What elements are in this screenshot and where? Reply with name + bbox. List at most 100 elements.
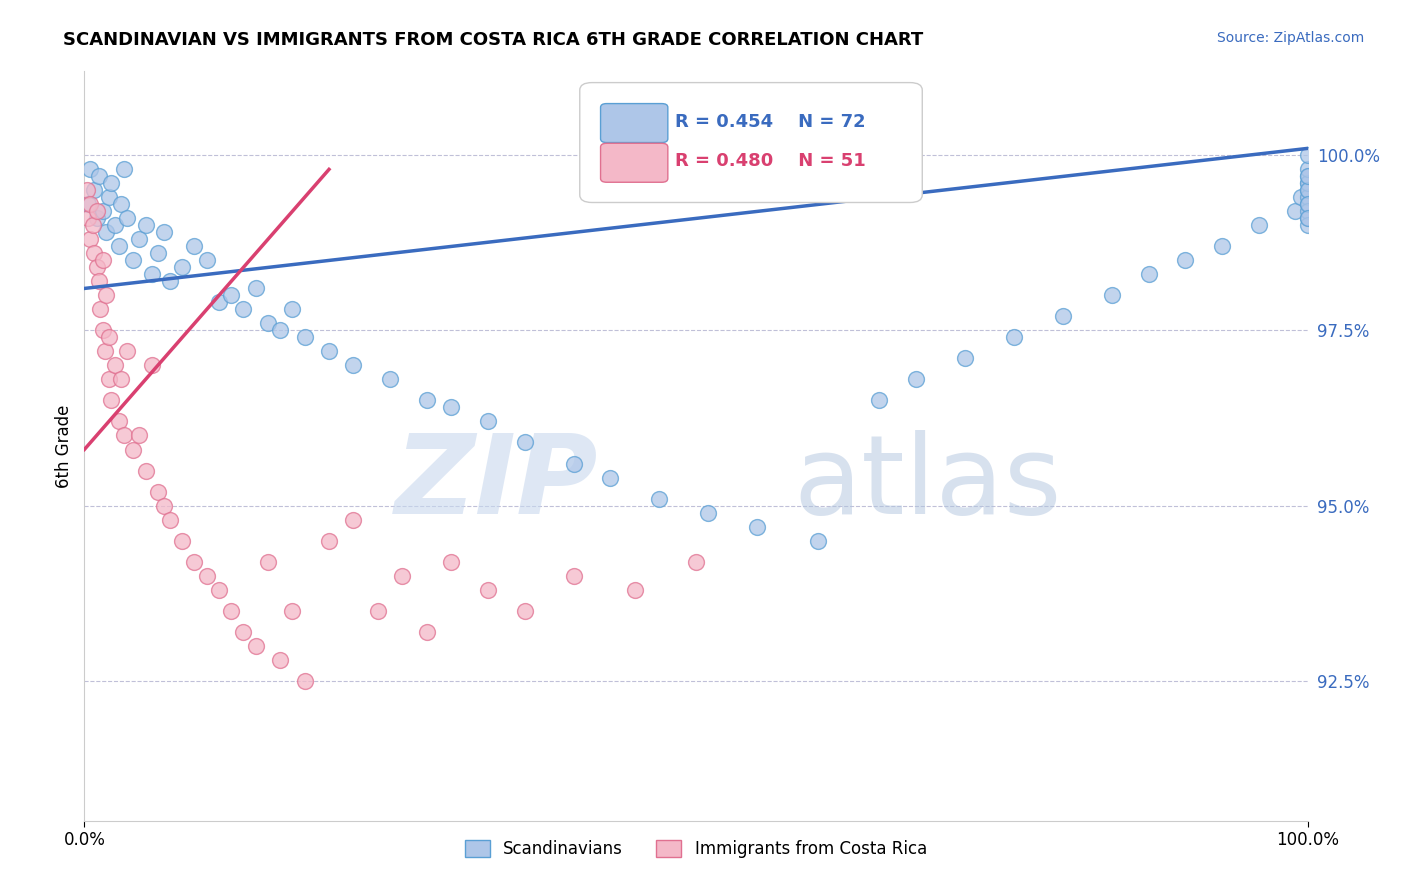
Y-axis label: 6th Grade: 6th Grade (55, 404, 73, 488)
Point (219, 603, 242, 617)
Point (104, 359, 127, 373)
Point (1296, 148, 1319, 162)
Point (269, 652, 291, 666)
Point (905, 372, 928, 386)
Point (135, 463, 157, 477)
Point (146, 484, 169, 499)
Point (1296, 169, 1319, 184)
Point (1296, 197, 1319, 211)
Point (76, 183, 98, 197)
Point (112, 428, 135, 442)
Point (87, 169, 110, 184)
Text: R = 0.480    N = 51: R = 0.480 N = 51 (675, 153, 866, 170)
Point (1291, 190, 1313, 204)
Point (159, 275, 181, 289)
Point (97, 190, 120, 204)
Point (104, 219, 127, 233)
Point (110, 197, 132, 211)
Point (91, 204, 114, 219)
Point (172, 533, 194, 548)
Point (245, 639, 267, 653)
Point (141, 268, 163, 282)
Point (1296, 183, 1319, 197)
Point (135, 219, 157, 233)
Point (97, 372, 120, 386)
Point (232, 302, 254, 317)
Text: Source: ZipAtlas.com: Source: ZipAtlas.com (1216, 31, 1364, 45)
Point (100, 177, 122, 191)
Point (219, 288, 242, 302)
Point (342, 512, 364, 526)
Point (747, 519, 769, 533)
Point (96, 226, 118, 240)
Point (257, 317, 280, 331)
Point (269, 323, 291, 337)
Point (208, 295, 231, 310)
Point (1296, 219, 1319, 233)
Point (477, 415, 499, 429)
Point (128, 232, 150, 246)
Point (1002, 330, 1025, 344)
Point (294, 673, 316, 688)
Point (86, 260, 108, 275)
Point (172, 260, 194, 275)
FancyBboxPatch shape (579, 83, 922, 202)
Point (153, 499, 176, 513)
Point (1174, 253, 1197, 268)
Point (1296, 169, 1319, 184)
Point (183, 239, 205, 253)
Point (294, 330, 316, 344)
Point (416, 393, 439, 408)
Point (141, 359, 163, 373)
Point (648, 491, 671, 506)
Point (1296, 204, 1319, 219)
FancyBboxPatch shape (600, 103, 668, 143)
Point (195, 253, 218, 268)
Point (208, 582, 231, 597)
Point (513, 435, 536, 450)
Text: ZIP: ZIP (395, 430, 598, 537)
Point (257, 555, 280, 569)
Point (1137, 268, 1160, 282)
Text: SCANDINAVIAN VS IMMIGRANTS FROM COSTA RICA 6TH GRADE CORRELATION CHART: SCANDINAVIAN VS IMMIGRANTS FROM COSTA RI… (63, 31, 924, 49)
Point (281, 302, 304, 317)
Point (477, 582, 499, 597)
Point (1296, 183, 1319, 197)
Point (128, 428, 150, 442)
Point (562, 457, 585, 471)
Point (599, 470, 621, 484)
Point (79, 197, 101, 211)
Point (562, 568, 585, 582)
Point (107, 415, 129, 429)
Point (513, 603, 536, 617)
Point (83, 246, 105, 260)
Point (1296, 211, 1319, 226)
Point (245, 281, 267, 295)
Point (97, 330, 120, 344)
Point (440, 401, 463, 415)
Point (1247, 219, 1270, 233)
Point (89, 302, 111, 317)
Point (112, 162, 135, 177)
Point (79, 232, 101, 246)
Point (153, 226, 176, 240)
Point (953, 351, 976, 366)
Point (159, 512, 181, 526)
Point (107, 239, 129, 253)
Point (96, 288, 118, 302)
Point (869, 393, 891, 408)
Point (685, 555, 707, 569)
Point (91, 253, 114, 268)
Point (367, 603, 389, 617)
Point (1296, 177, 1319, 191)
Point (183, 555, 205, 569)
Point (82, 219, 104, 233)
Point (380, 372, 402, 386)
Point (697, 506, 720, 520)
Point (1284, 204, 1306, 219)
Point (391, 568, 413, 582)
Point (1296, 162, 1319, 177)
Point (77, 197, 100, 211)
Point (86, 211, 108, 226)
Point (318, 533, 340, 548)
